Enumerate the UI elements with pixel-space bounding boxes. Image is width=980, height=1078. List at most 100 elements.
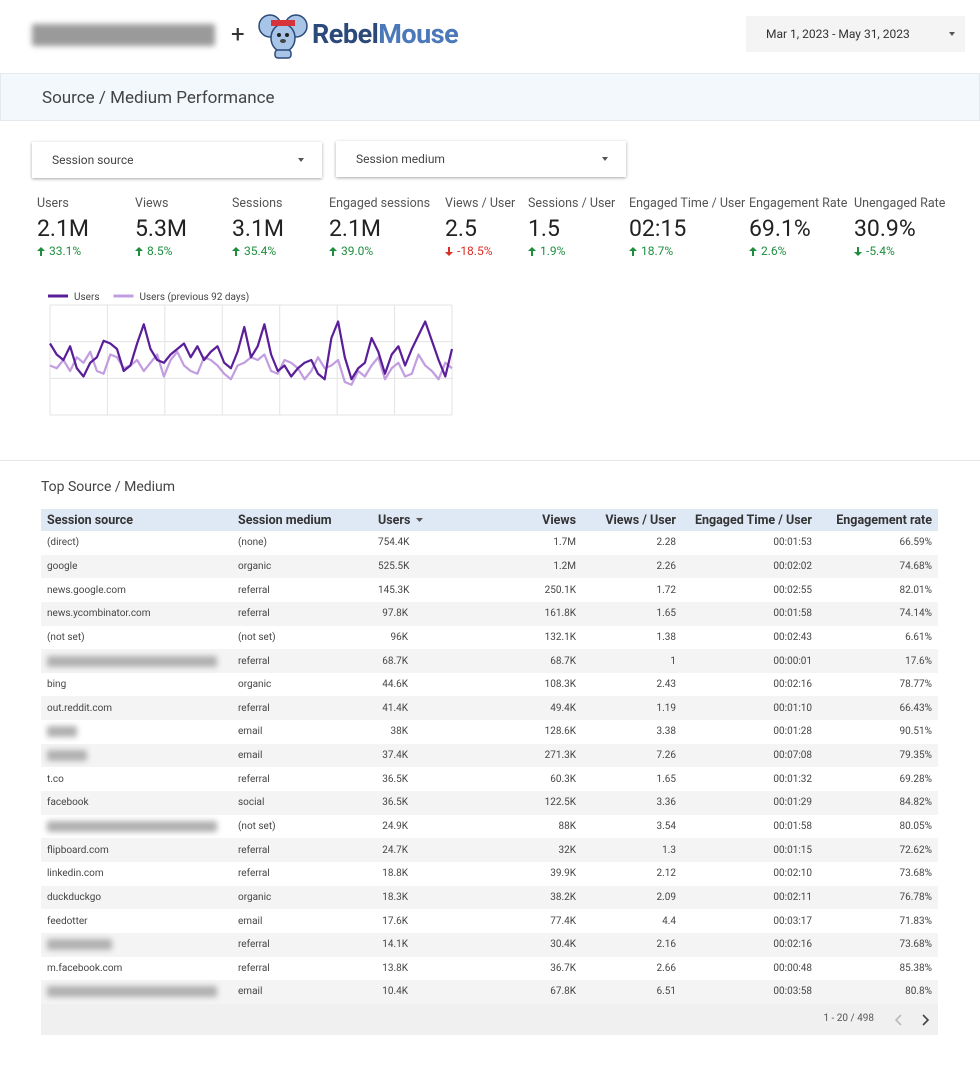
delta-value: 1.9% (540, 244, 566, 258)
table-cell: 60.3K (550, 773, 576, 785)
table-row: email 37.4K 271.3K 7.26 00:07:08 79.35% (41, 743, 938, 768)
table-cell: 00:00:01 (682, 649, 818, 673)
table-cell: organic (238, 679, 272, 691)
table-row: linkedin.com referral 18.8K 39.9K 2.12 00:02:… (41, 862, 938, 886)
table-cell: 00:01:58 (773, 821, 812, 832)
prev-page[interactable] (894, 1014, 904, 1026)
column-header[interactable]: Views (472, 509, 582, 531)
scorecard-value: 02:15 (629, 215, 687, 242)
delta-arrow (329, 247, 337, 256)
table-cell: 84.82% (818, 791, 938, 815)
arrow-shape (135, 247, 143, 256)
delta-value: 33.1% (49, 244, 82, 258)
filter-dropdown[interactable]: Session source (32, 142, 322, 178)
delta-value: 2.6% (761, 244, 787, 258)
table-cell: 77.4K (550, 915, 576, 927)
table-cell: duckduckgo (41, 885, 232, 910)
table-cell: 37.4K (372, 743, 472, 768)
table-cell: 66.43% (818, 696, 938, 721)
scorecard-label: Sessions (232, 196, 283, 211)
table-cell: 00:01:58 (682, 601, 818, 626)
table-cell: 2.12 (656, 868, 677, 880)
column-header[interactable]: Session source (41, 509, 232, 531)
table-cell: 36.5K (372, 791, 472, 815)
delta-value: 8.5% (147, 244, 173, 258)
table-cell: 3.36 (582, 791, 682, 815)
table-cell: 00:01:15 (682, 838, 818, 862)
table-row: flipboard.com referral 24.7K 32K 1.3 00:01:15… (41, 838, 938, 862)
table-cell: 72.62% (818, 838, 938, 862)
column-header[interactable]: Users (372, 509, 472, 531)
date-range-picker[interactable]: Mar 1, 2023 - May 31, 2023 (746, 16, 965, 52)
table-cell: 38K (390, 726, 408, 738)
table-cell: 74.68% (818, 554, 938, 579)
delta-arrow (232, 247, 240, 256)
next-page[interactable] (920, 1014, 930, 1026)
table-row: referral 14.1K 30.4K 2.16 00:02:16 73.68% (41, 932, 938, 957)
table-cell: 2.16 (582, 932, 682, 957)
pagination-bar: 1 - 20 / 498 (41, 1003, 938, 1035)
table-cell: 80.8% (818, 980, 938, 1004)
table-cell: 00:02:11 (682, 885, 818, 910)
scorecard: Views 5.3M 8.5% (135, 196, 187, 258)
column-header[interactable]: Engagement rate (818, 509, 938, 531)
table-cell: 73.68% (818, 932, 938, 957)
arrow-shape (232, 247, 240, 256)
redacted-cell (47, 939, 112, 951)
table-cell (41, 815, 232, 839)
table-cell (41, 980, 232, 1004)
table-cell: 7.26 (582, 743, 682, 768)
table-row: (not set) (not set) 96K 132.1K 1.38 00:02:43 6… (41, 626, 938, 650)
divider (0, 460, 980, 461)
table-cell: 6.61% (905, 631, 932, 643)
column-header[interactable]: Session medium (232, 509, 372, 531)
table-cell: 71.83% (899, 915, 932, 927)
table-cell: 68.7K (372, 649, 472, 673)
table-cell: 41.4K (372, 696, 472, 721)
table-cell: referral (238, 584, 270, 596)
table-cell: 145.3K (378, 584, 410, 596)
scorecard-value: 2.5 (445, 215, 477, 242)
table-cell (41, 932, 232, 957)
column-header-label: Engagement rate (836, 512, 932, 528)
table-cell: referral (232, 649, 372, 673)
table-cell: 17.6% (818, 649, 938, 673)
arrow-shape (854, 247, 862, 256)
filter-dropdown[interactable]: Session medium (336, 141, 626, 177)
table-cell: (direct) (47, 537, 80, 549)
table-cell: 13.8K (382, 962, 408, 974)
scorecard-label: Users (37, 196, 69, 211)
delta-arrow (135, 247, 143, 256)
table-cell: 754.4K (378, 537, 410, 549)
table-row: facebook social 36.5K 122.5K 3.36 00:01:29 84.… (41, 791, 938, 815)
column-header[interactable]: Engaged Time / User (682, 509, 818, 531)
table-row: feedotter email 17.6K 77.4K 4.4 00:03:17 71.83… (41, 909, 938, 933)
column-header[interactable]: Views / User (582, 509, 682, 531)
table-row: google organic 525.5K 1.2M 2.26 00:02:02 74.68… (41, 554, 938, 579)
header-row: Session source Session medium Users Views Vi… (41, 509, 938, 531)
table-cell: 00:02:02 (682, 554, 818, 579)
table-cell: 66.59% (899, 537, 932, 549)
table-cell: 38.2K (472, 885, 582, 910)
section-band: Source / Medium Performance (0, 73, 980, 121)
scorecard-delta: 33.1% (37, 244, 89, 258)
scorecard-delta: 18.7% (629, 244, 745, 258)
table-cell: 1.3 (582, 838, 682, 862)
table-cell: 00:02:43 (773, 631, 812, 643)
table-cell: organic (232, 554, 372, 579)
table-cell: referral (238, 962, 270, 974)
table-cell: 67.8K (472, 980, 582, 1004)
table-cell: 69.28% (899, 773, 932, 785)
table-cell: referral (232, 601, 372, 626)
table-cell: news.google.com (47, 584, 126, 596)
table-cell: 6.51 (582, 980, 682, 1004)
table-cell: 3.38 (656, 726, 677, 738)
table-cell: 85.38% (899, 962, 932, 974)
scorecard-delta: 1.9% (528, 244, 615, 258)
redacted-cell (47, 750, 87, 762)
table-row: email 10.4K 67.8K 6.51 00:03:58 80.8% (41, 980, 938, 1004)
table-cell: flipboard.com (41, 838, 232, 862)
filter-label: Session source (52, 153, 134, 167)
mouse-logo (258, 14, 308, 59)
table-cell: 00:03:58 (682, 980, 818, 1004)
